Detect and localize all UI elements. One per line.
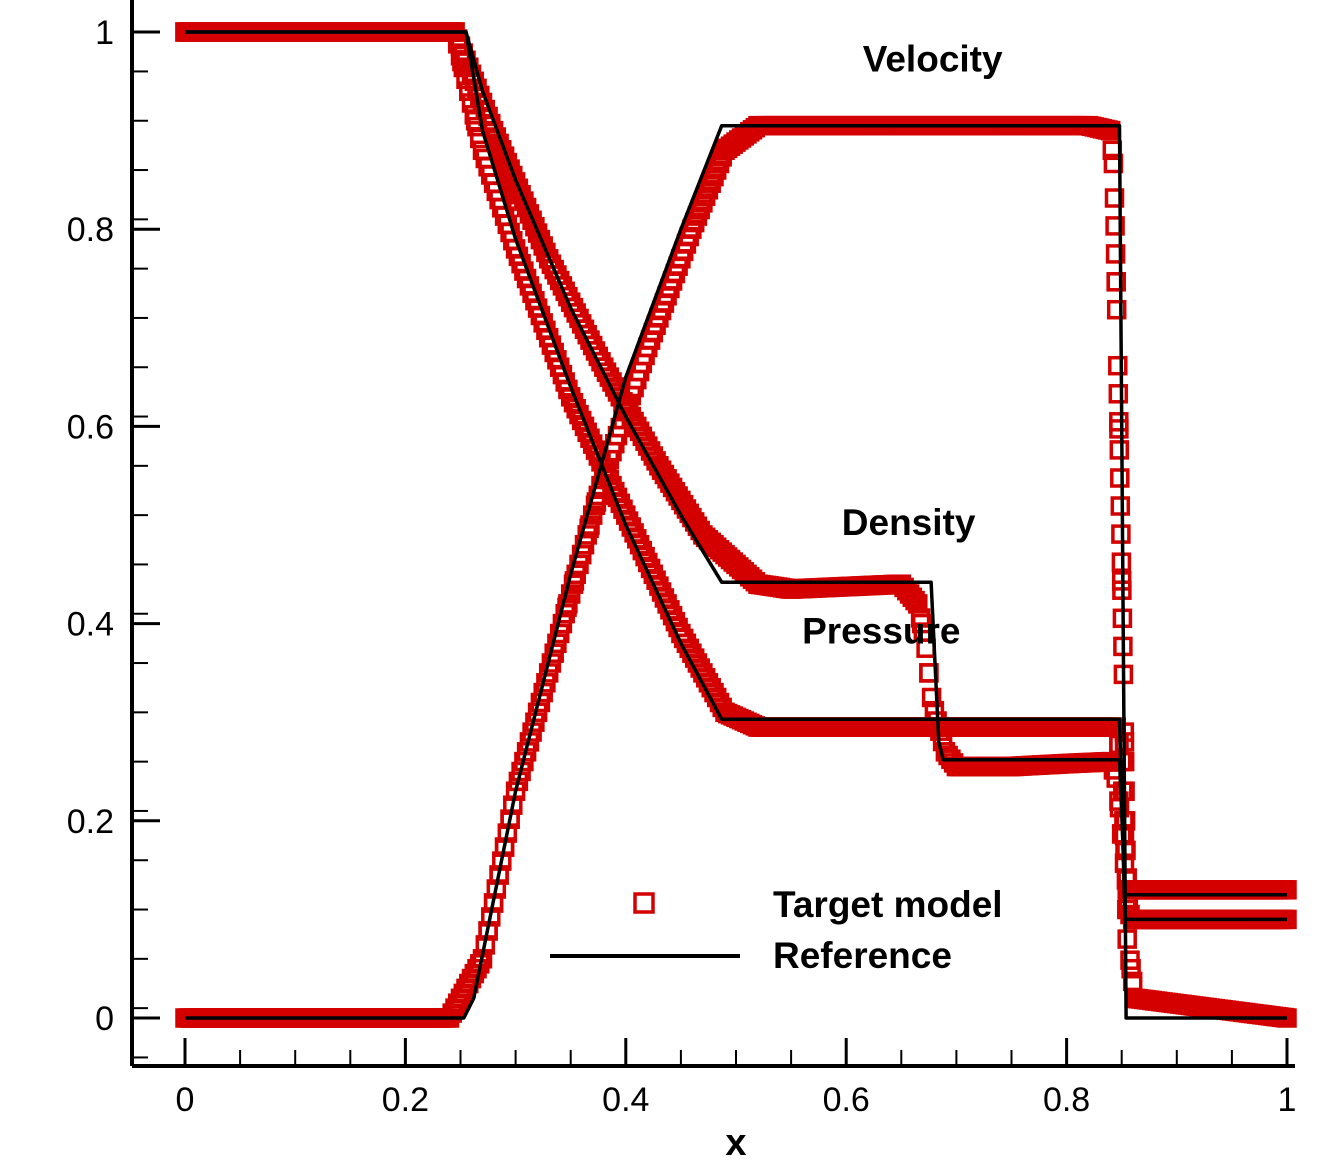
marker-pressure: [580, 428, 600, 448]
marker-density: [1277, 880, 1297, 900]
axes: 0 0.2 0.4 0.6 0.8 1 0 0.2 0.4 0.6 0.8 1: [67, 0, 1297, 1119]
y-tick-label: 0.8: [67, 211, 114, 249]
marker-pressure: [470, 128, 490, 149]
marker-pressure: [447, 34, 468, 54]
legend-label-target-model: Target model: [773, 884, 1003, 925]
marker-velocity: [1110, 496, 1131, 516]
y-tick-label: 0.4: [67, 606, 114, 644]
y-tick-label: 1: [95, 14, 114, 52]
x-tick-label: 0: [176, 1081, 195, 1119]
marker-pressure: [1117, 880, 1137, 900]
x-axis-title: x: [725, 1122, 746, 1164]
marker-velocity: [1121, 958, 1141, 979]
reference-line-velocity: [185, 123, 1287, 1020]
y-tick-label: 0.2: [67, 803, 114, 841]
annotation-velocity: Velocity: [863, 38, 1003, 79]
reference-line-pressure: [185, 30, 1287, 922]
marker-velocity: [560, 584, 581, 604]
reference-lines: [185, 30, 1287, 1020]
marker-velocity: [1109, 440, 1130, 460]
marker-velocity: [1106, 272, 1126, 292]
marker-velocity: [1108, 384, 1129, 404]
marker-density: [908, 594, 928, 614]
y-tick-label: 0.6: [67, 408, 114, 446]
x-tick-label: 0.4: [602, 1081, 649, 1119]
marker-velocity: [1109, 412, 1129, 432]
marker-pressure: [582, 434, 603, 454]
marker-density: [921, 687, 942, 708]
marker-velocity: [1106, 299, 1127, 320]
marker-velocity: [1105, 244, 1126, 264]
legend-marker-target-model: [633, 892, 655, 914]
target-model-markers: [175, 22, 1297, 1028]
marker-velocity: [1104, 188, 1125, 208]
marker-velocity: [1108, 355, 1128, 376]
marker-velocity: [582, 505, 603, 525]
marker-pressure: [1118, 889, 1139, 910]
x-tick-label: 0.8: [1043, 1081, 1090, 1119]
marker-velocity: [557, 597, 577, 617]
x-tick-label: 1: [1278, 1081, 1297, 1119]
marker-velocity: [549, 623, 570, 644]
marker-velocity: [586, 492, 607, 512]
marker-velocity: [1110, 468, 1130, 488]
legend-label-reference: Reference: [773, 935, 952, 976]
annotation-density: Density: [842, 502, 976, 543]
x-tick-label: 0.2: [382, 1081, 429, 1119]
marker-velocity: [1105, 216, 1125, 236]
reference-line-density: [185, 30, 1287, 897]
series-labels: Velocity Density Pressure: [802, 38, 1003, 651]
annotation-pressure: Pressure: [802, 610, 960, 651]
marker-velocity: [564, 571, 585, 591]
legend: Target model Reference: [550, 884, 1003, 976]
y-tick-label: 0: [95, 1000, 114, 1038]
marker-velocity: [571, 544, 592, 565]
x-tick-label: 0.6: [823, 1081, 870, 1119]
marker-velocity: [579, 518, 599, 539]
marker-density: [911, 613, 932, 634]
marker-pressure: [465, 110, 486, 131]
